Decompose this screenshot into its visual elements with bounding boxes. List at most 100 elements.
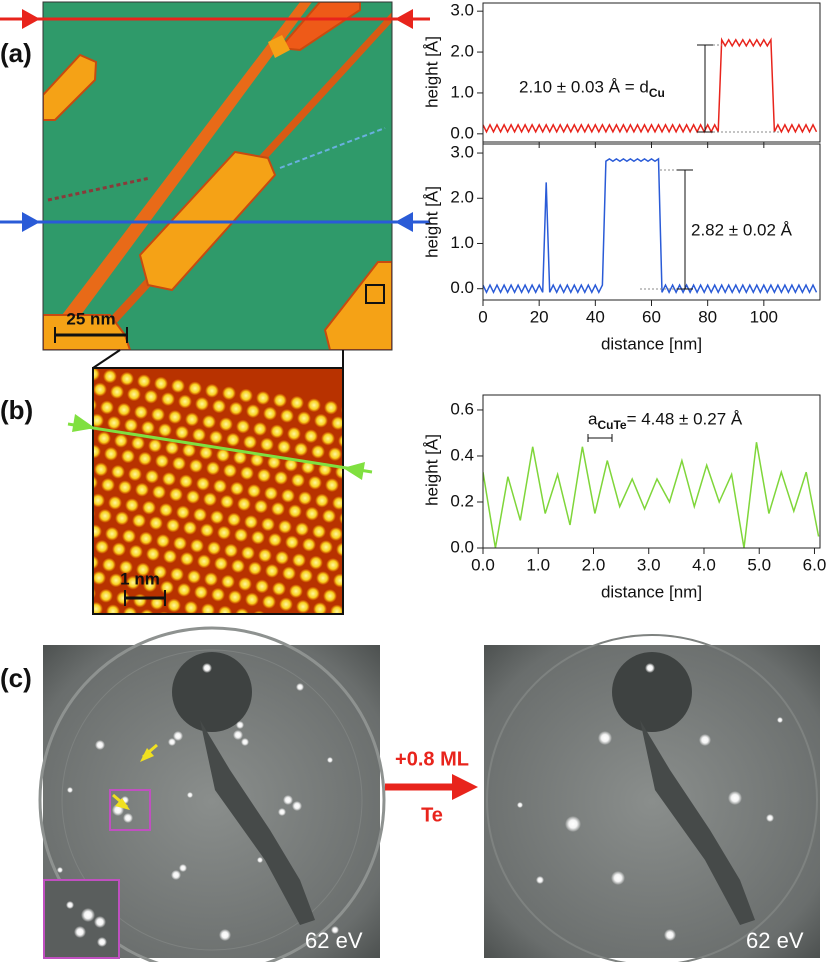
leed-spot	[57, 867, 63, 873]
atom	[271, 501, 285, 516]
atom	[186, 489, 200, 504]
atom	[140, 609, 154, 614]
atom	[93, 382, 107, 397]
atom	[279, 597, 293, 612]
atom	[65, 584, 79, 598]
y-tick-label: 0.4	[450, 445, 474, 464]
atom	[219, 417, 233, 432]
atom	[313, 602, 327, 614]
arrowhead	[395, 212, 413, 232]
atom	[210, 510, 224, 525]
annotation: CuTe	[597, 418, 626, 432]
atom	[336, 542, 343, 557]
x-tick-label: 20	[530, 307, 549, 326]
atom	[127, 387, 141, 402]
atom	[223, 463, 237, 478]
atom	[99, 588, 113, 603]
atom	[143, 578, 157, 593]
atom	[190, 538, 204, 553]
atom	[163, 549, 177, 564]
y-tick-label: 0.2	[450, 491, 474, 510]
leed-spot	[327, 757, 333, 763]
leed-spot	[766, 814, 774, 822]
atom	[205, 383, 219, 398]
leed-spot	[331, 926, 339, 934]
atom	[282, 566, 296, 581]
atom	[139, 531, 153, 546]
atom	[328, 447, 342, 462]
atom	[274, 470, 288, 485]
atom	[236, 419, 250, 434]
annotation: Cu	[649, 86, 665, 100]
atom	[176, 505, 190, 520]
atom	[118, 480, 132, 495]
x-tick-label: 5.0	[747, 555, 771, 574]
atom	[331, 416, 343, 431]
atom	[114, 433, 128, 448]
x-tick-label: 2.0	[582, 555, 606, 574]
atom	[320, 620, 334, 634]
atom	[303, 618, 317, 632]
atom	[107, 415, 121, 430]
atom	[211, 587, 225, 602]
leed-spot	[645, 663, 655, 673]
leed-spot	[95, 740, 105, 750]
atom	[155, 454, 169, 469]
leed-spot	[173, 731, 183, 741]
atom	[108, 495, 122, 510]
atom	[169, 487, 183, 502]
atom	[255, 579, 269, 594]
atom	[106, 604, 120, 614]
arrowhead	[452, 774, 478, 800]
atom	[254, 499, 268, 514]
atom	[243, 435, 257, 450]
atom	[237, 497, 251, 512]
atom	[144, 389, 158, 404]
atom	[187, 569, 201, 584]
scale-label: 25 nm	[66, 309, 115, 328]
atom	[136, 562, 150, 577]
atom	[193, 507, 207, 522]
x-tick-label: 60	[642, 307, 661, 326]
atom	[260, 437, 274, 452]
atom	[162, 472, 176, 486]
atom	[326, 558, 340, 572]
atom	[277, 439, 291, 454]
atom	[258, 548, 272, 563]
atom	[121, 449, 135, 464]
atom	[268, 532, 282, 547]
atom	[252, 610, 266, 614]
leed-image-left	[38, 626, 386, 962]
y-tick-label: 3.0	[450, 143, 474, 162]
atom	[145, 469, 159, 484]
atom	[291, 473, 305, 488]
atom	[100, 400, 114, 415]
line	[483, 442, 820, 548]
atom	[305, 506, 319, 521]
atom	[246, 404, 260, 419]
atom	[170, 567, 184, 582]
atom	[94, 462, 108, 477]
atom	[200, 523, 214, 538]
annotation: = 4.48 ± 0.27 Å	[627, 409, 743, 428]
x-tick-label: 40	[586, 307, 605, 326]
atom	[322, 509, 336, 524]
atom	[203, 492, 217, 507]
leed-spot	[171, 870, 181, 880]
atom	[207, 541, 221, 556]
atom	[307, 398, 321, 413]
atom	[314, 413, 328, 428]
x-tick-label: 0	[478, 307, 487, 326]
x-axis-label: distance [nm]	[601, 582, 702, 601]
atom	[286, 615, 300, 629]
atom	[251, 530, 265, 545]
leed-spot	[241, 738, 249, 746]
atom	[197, 554, 211, 569]
atom	[221, 574, 235, 589]
atom	[195, 396, 209, 411]
atom	[228, 590, 242, 605]
atom	[324, 400, 338, 415]
y-tick-label: 3.0	[450, 1, 474, 20]
atom	[218, 605, 232, 614]
atom	[290, 395, 304, 410]
